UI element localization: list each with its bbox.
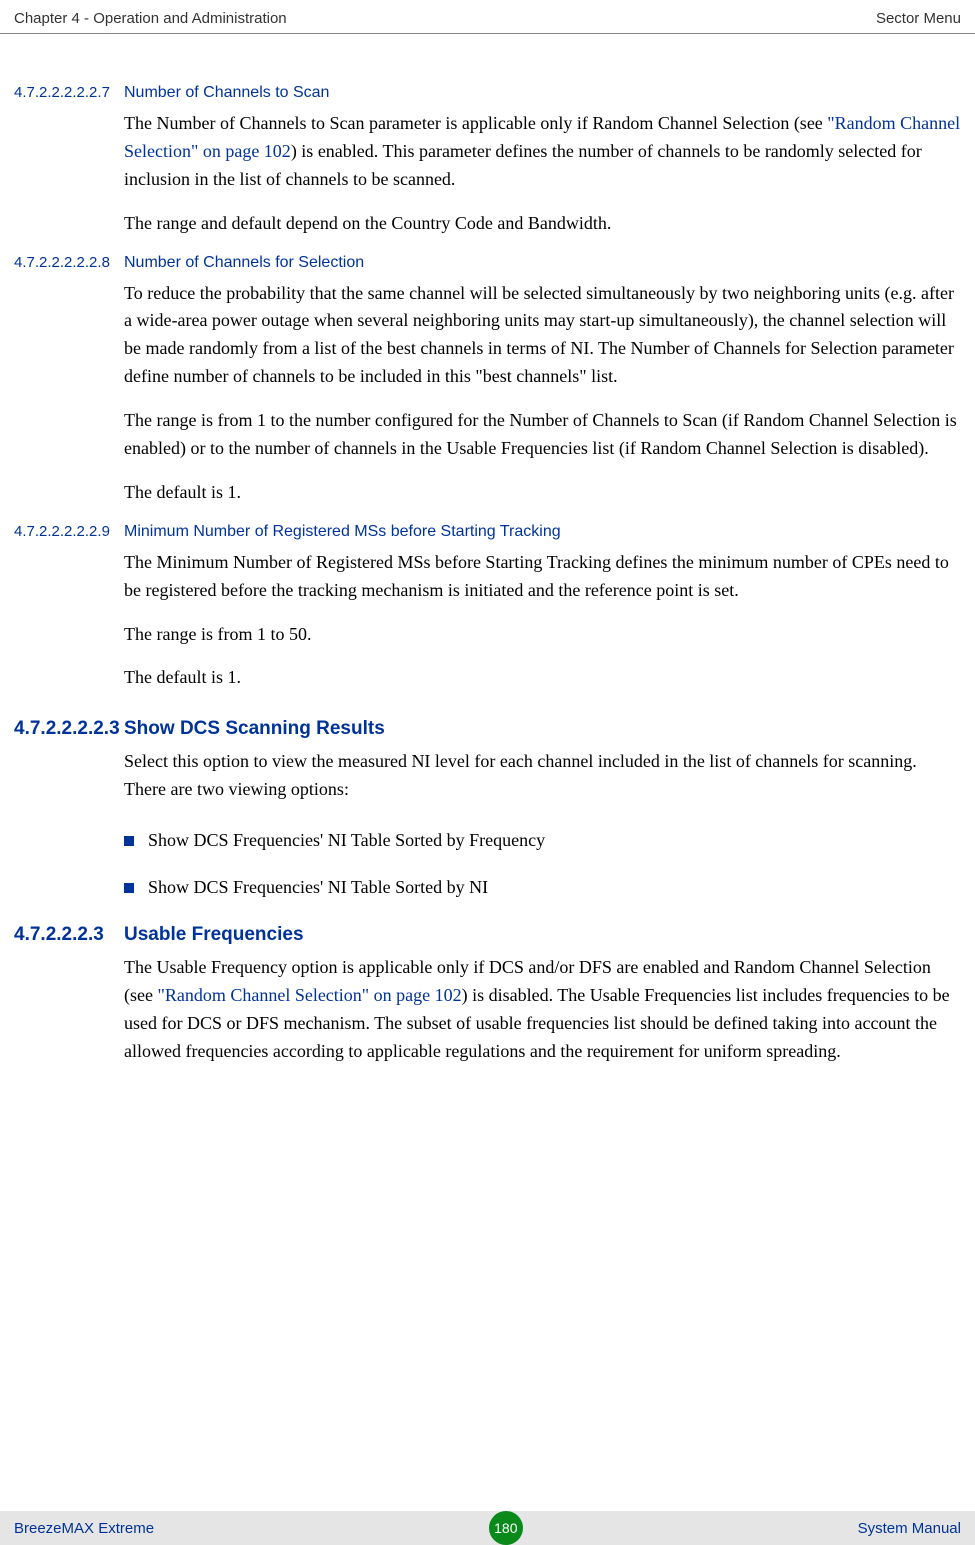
section-heading: 4.7.2.2.2.3Usable Frequencies bbox=[14, 924, 961, 946]
footer-right: System Manual bbox=[858, 1520, 961, 1537]
body-paragraph: To reduce the probability that the same … bbox=[124, 280, 961, 392]
page-footer: BreezeMAX Extreme 180 System Manual bbox=[0, 1511, 975, 1545]
page-header: Chapter 4 - Operation and Administration… bbox=[0, 10, 975, 34]
section-number: 4.7.2.2.2.2.2.8 bbox=[14, 254, 124, 271]
section-number: 4.7.2.2.2.3 bbox=[14, 924, 124, 946]
body-paragraph: The Minimum Number of Registered MSs bef… bbox=[124, 549, 961, 605]
cross-reference-link[interactable]: "Random Channel Selection" on page 102 bbox=[157, 985, 461, 1005]
section-heading: 4.7.2.2.2.2.2.8Number of Channels for Se… bbox=[14, 254, 961, 272]
page-number: 180 bbox=[494, 1520, 517, 1536]
bullet-icon bbox=[124, 836, 134, 846]
section-number: 4.7.2.2.2.2.2.7 bbox=[14, 84, 124, 101]
body-paragraph: Select this option to view the measured … bbox=[124, 748, 961, 804]
para-text-pre: The Number of Channels to Scan parameter… bbox=[124, 113, 827, 133]
page-content: 4.7.2.2.2.2.2.7Number of Channels to Sca… bbox=[14, 80, 961, 1066]
body-paragraph: The Usable Frequency option is applicabl… bbox=[124, 954, 961, 1066]
body-paragraph: The Number of Channels to Scan parameter… bbox=[124, 110, 961, 194]
body-paragraph: The range and default depend on the Coun… bbox=[124, 210, 961, 238]
body-paragraph: The range is from 1 to the number config… bbox=[124, 407, 961, 463]
page-number-badge: 180 bbox=[489, 1511, 523, 1545]
body-paragraph: The default is 1. bbox=[124, 479, 961, 507]
section-heading: 4.7.2.2.2.2.2.7Number of Channels to Sca… bbox=[14, 84, 961, 102]
bullet-icon bbox=[124, 883, 134, 893]
footer-left: BreezeMAX Extreme bbox=[14, 1520, 154, 1537]
section-title: Show DCS Scanning Results bbox=[124, 718, 385, 740]
bullet-item: Show DCS Frequencies' NI Table Sorted by… bbox=[124, 877, 961, 898]
bullet-item: Show DCS Frequencies' NI Table Sorted by… bbox=[124, 830, 961, 851]
section-heading: 4.7.2.2.2.2.3Show DCS Scanning Results bbox=[14, 718, 961, 740]
header-left: Chapter 4 - Operation and Administration bbox=[14, 10, 287, 27]
section-heading: 4.7.2.2.2.2.2.9Minimum Number of Registe… bbox=[14, 523, 961, 541]
section-number: 4.7.2.2.2.2.3 bbox=[14, 718, 124, 740]
section-number: 4.7.2.2.2.2.2.9 bbox=[14, 523, 124, 540]
section-title: Usable Frequencies bbox=[124, 924, 304, 946]
bullet-text: Show DCS Frequencies' NI Table Sorted by… bbox=[148, 830, 545, 851]
section-title: Minimum Number of Registered MSs before … bbox=[124, 523, 561, 541]
body-paragraph: The range is from 1 to 50. bbox=[124, 621, 961, 649]
section-title: Number of Channels to Scan bbox=[124, 84, 329, 102]
section-title: Number of Channels for Selection bbox=[124, 254, 364, 272]
bullet-text: Show DCS Frequencies' NI Table Sorted by… bbox=[148, 877, 488, 898]
header-right: Sector Menu bbox=[876, 10, 961, 27]
body-paragraph: The default is 1. bbox=[124, 664, 961, 692]
